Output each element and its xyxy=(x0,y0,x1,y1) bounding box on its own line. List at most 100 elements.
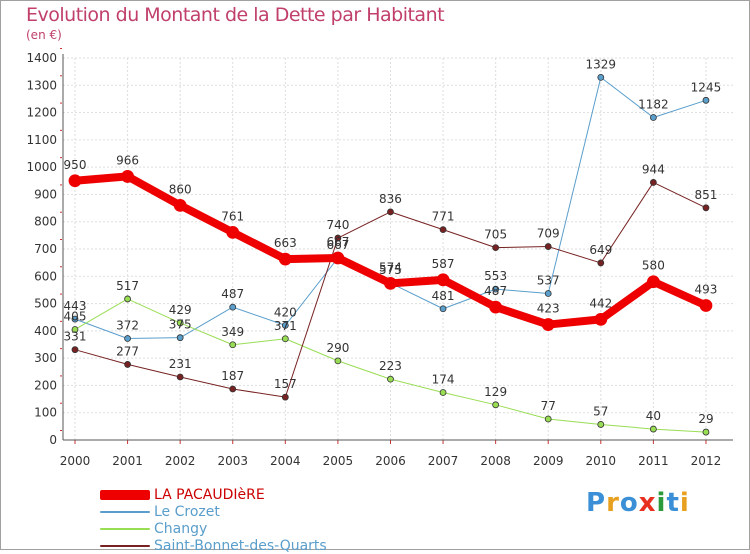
series-point-2 xyxy=(124,295,131,303)
x-tick-label: 2000 xyxy=(60,454,91,468)
series-point-2 xyxy=(176,319,184,327)
data-label: 580 xyxy=(642,259,665,273)
y-tick-label: 1100 xyxy=(26,133,57,147)
x-tick-label: 2001 xyxy=(112,454,143,468)
y-tick-label: 600 xyxy=(34,269,57,283)
series-point-0 xyxy=(121,170,134,183)
x-tick-label: 2002 xyxy=(165,454,196,468)
legend-swatch xyxy=(100,527,150,530)
series-point-0 xyxy=(646,275,660,289)
series-point-1 xyxy=(176,334,184,342)
data-label: 187 xyxy=(221,369,244,383)
series-point-3 xyxy=(702,204,710,212)
data-label: 405 xyxy=(64,309,87,323)
series-point-2 xyxy=(649,425,657,433)
series-point-3 xyxy=(281,393,289,401)
series-point-3 xyxy=(71,346,79,354)
series-point-0 xyxy=(68,174,82,188)
data-label: 740 xyxy=(326,218,349,232)
data-label: 487 xyxy=(221,287,244,301)
series-point-3 xyxy=(597,259,605,267)
data-label: 1329 xyxy=(586,57,617,71)
data-label: 663 xyxy=(274,236,297,250)
data-label: 371 xyxy=(274,319,297,333)
series-point-0 xyxy=(226,225,240,239)
data-label: 537 xyxy=(537,273,560,287)
series-point-3 xyxy=(492,244,500,252)
data-label: 1182 xyxy=(638,97,669,111)
y-tick-label: 800 xyxy=(34,215,57,229)
data-label: 771 xyxy=(432,210,455,224)
series-point-1 xyxy=(597,73,605,81)
y-tick-label: 700 xyxy=(34,242,57,256)
series-point-3 xyxy=(124,361,131,368)
data-label: 574 xyxy=(379,260,402,274)
data-label: 349 xyxy=(221,325,244,339)
series-point-0 xyxy=(436,273,450,287)
legend-label: Changy xyxy=(154,520,208,537)
series-point-1 xyxy=(439,305,447,313)
data-label: 372 xyxy=(116,318,139,332)
data-label: 553 xyxy=(484,269,507,283)
series-point-3 xyxy=(334,234,342,242)
series-point-3 xyxy=(387,208,394,216)
legend: LA PACAUDIèRE Le Crozet Changy Saint-Bonnet… xyxy=(100,486,327,554)
chart-unit: (en €) xyxy=(26,28,62,42)
data-label: 950 xyxy=(64,158,87,172)
series-point-1 xyxy=(702,96,710,104)
x-tick-label: 2012 xyxy=(691,454,722,468)
data-label: 836 xyxy=(379,192,402,206)
data-label: 860 xyxy=(169,182,192,196)
data-label: 442 xyxy=(589,296,612,310)
data-label: 517 xyxy=(116,279,139,293)
y-tick-label: 0 xyxy=(49,433,57,447)
data-label: 481 xyxy=(432,289,455,303)
series-point-2 xyxy=(492,401,500,409)
legend-item: LA PACAUDIèRE xyxy=(100,486,327,503)
legend-item: Le Crozet xyxy=(100,503,327,520)
series-point-0 xyxy=(331,251,345,265)
series-point-1 xyxy=(649,114,657,121)
data-label: 667 xyxy=(326,238,349,252)
x-tick-label: 2004 xyxy=(270,454,301,468)
series-point-3 xyxy=(229,385,237,393)
series-point-2 xyxy=(71,326,79,333)
legend-label: Saint-Bonnet-des-Quarts xyxy=(154,537,327,554)
x-tick-label: 2005 xyxy=(323,454,354,468)
data-label: 29 xyxy=(698,412,713,426)
series-point-1 xyxy=(492,285,500,293)
x-tick-label: 2006 xyxy=(375,454,406,468)
y-tick-label: 200 xyxy=(34,378,57,392)
y-tick-label: 900 xyxy=(34,187,57,201)
series-point-2 xyxy=(439,389,447,396)
x-tick-label: 2010 xyxy=(586,454,617,468)
series-point-2 xyxy=(281,335,289,343)
y-tick-label: 1400 xyxy=(26,51,57,65)
series-point-0 xyxy=(278,252,292,266)
series-point-2 xyxy=(544,415,552,423)
data-label: 575 xyxy=(379,263,402,277)
legend-item: Saint-Bonnet-des-Quarts xyxy=(100,537,327,554)
series-point-3 xyxy=(439,226,447,234)
series-point-2 xyxy=(229,341,237,349)
series-point-2 xyxy=(597,421,605,428)
y-tick-label: 1000 xyxy=(26,160,57,174)
y-tick-label: 1200 xyxy=(26,106,57,120)
data-label: 223 xyxy=(379,359,402,373)
series-point-2 xyxy=(334,357,342,365)
series-point-0 xyxy=(173,198,187,212)
data-label: 57 xyxy=(593,404,608,418)
y-tick-label: 1300 xyxy=(26,78,57,92)
y-tick-label: 100 xyxy=(34,406,57,420)
data-label: 157 xyxy=(274,377,297,391)
series-point-0 xyxy=(384,276,397,290)
legend-label: Le Crozet xyxy=(154,503,220,520)
data-label: 375 xyxy=(169,318,192,332)
data-label: 709 xyxy=(537,227,560,241)
data-label: 429 xyxy=(169,303,192,317)
x-tick-label: 2009 xyxy=(533,454,564,468)
data-label: 487 xyxy=(484,284,507,298)
data-label: 77 xyxy=(541,399,556,413)
data-label: 705 xyxy=(484,228,507,242)
y-tick-label: 400 xyxy=(34,324,57,338)
